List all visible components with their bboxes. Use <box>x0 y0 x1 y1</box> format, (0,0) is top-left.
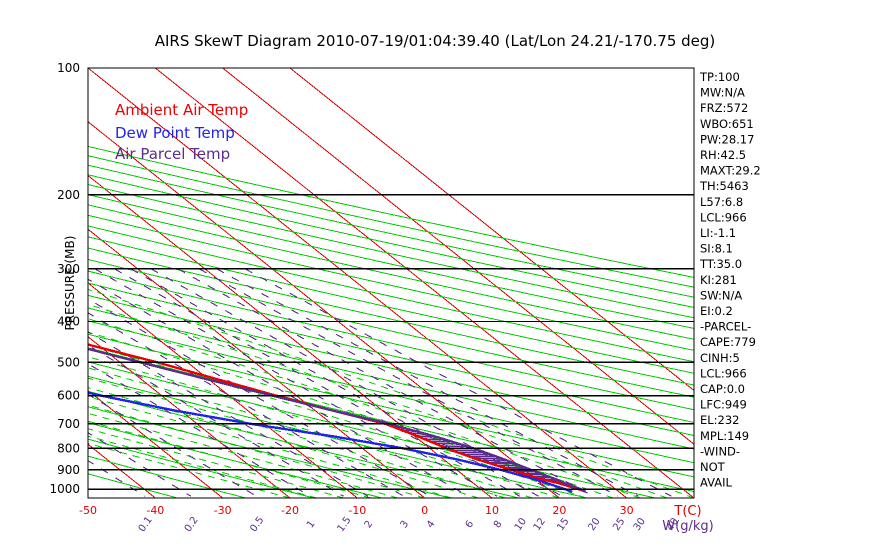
stat-item: CINH:5 <box>700 351 740 365</box>
mixing-ratio-axis-title: W(g/kg) <box>662 519 713 534</box>
bottom-temp-tick-20: 20 <box>552 504 566 517</box>
bottom-temp-tick-10: 10 <box>485 504 499 517</box>
stat-item: LFC:949 <box>700 398 747 412</box>
bottom-temp-tick--20: -20 <box>281 504 299 517</box>
stat-item: EI:0.2 <box>700 304 733 318</box>
pressure-tick-600: 600 <box>57 389 80 403</box>
pressure-tick-1000: 1000 <box>49 482 80 496</box>
isobar-gridlines <box>88 67 694 490</box>
pressure-tick-400: 400 <box>57 315 80 329</box>
mixing-ratio-tick-labels: 0.1 0.2 0.5 1 1.5 2 3 4 6 8 10 12 15 20 25 30 40 <box>137 515 681 534</box>
stat-item: TP:100 <box>699 70 740 84</box>
mixing-ratio-tick-6: 6 <box>464 519 477 531</box>
pressure-tick-300: 300 <box>57 262 80 276</box>
stat-item: -WIND- <box>700 444 740 458</box>
stat-item: PW:28.17 <box>700 132 754 146</box>
stat-item: SW:N/A <box>700 288 742 302</box>
stat-item: MPL:149 <box>700 429 749 443</box>
pressure-tick-labels: 100 200 300 400 500 600 700 800 900 1000 <box>49 61 94 496</box>
stat-item: TT:35.0 <box>699 257 742 271</box>
bottom-temp-tick--40: -40 <box>146 504 164 517</box>
mixing-ratio-tick-4: 4 <box>425 519 438 531</box>
stat-item: CAPE:779 <box>700 335 756 349</box>
stat-item: KI:281 <box>700 273 737 287</box>
pressure-tick-500: 500 <box>57 355 80 369</box>
bottom-temp-tick-30: 30 <box>620 504 634 517</box>
bottom-temp-tick-0: 0 <box>421 504 428 517</box>
legend-air-parcel-temp: Air Parcel Temp <box>115 145 230 163</box>
stat-item: LCL:966 <box>700 210 747 224</box>
stat-item: L57:6.8 <box>700 195 743 209</box>
stat-item: SI:8.1 <box>700 242 733 256</box>
mixing-ratio-tick-1: 1 <box>305 519 318 531</box>
temperature-axis-title: T(C) <box>673 504 701 519</box>
stat-item: LI:-1.1 <box>700 226 736 240</box>
mixing-ratio-tick-2: 2 <box>363 519 376 531</box>
stat-item: WBO:651 <box>700 117 754 131</box>
stat-item: FRZ:572 <box>700 101 748 115</box>
stat-item: EL:232 <box>700 413 740 427</box>
pressure-tick-800: 800 <box>57 441 80 455</box>
pressure-tick-200: 200 <box>57 188 80 202</box>
stat-item: LCL:966 <box>700 366 747 380</box>
stat-item: CAP:0.0 <box>700 382 745 396</box>
legend-dew-point-temp: Dew Point Temp <box>115 124 235 142</box>
pressure-axis-title: PRESSURE (MB) <box>63 236 77 331</box>
plot-interior <box>88 68 694 498</box>
stat-item: RH:42.5 <box>700 148 746 162</box>
stat-item: MAXT:29.2 <box>700 164 761 178</box>
bottom-temp-tick--10: -10 <box>348 504 366 517</box>
pressure-tick-900: 900 <box>57 463 80 477</box>
legend-ambient-air-temp: Ambient Air Temp <box>115 101 248 119</box>
pressure-tick-700: 700 <box>57 417 80 431</box>
stat-item: AVAIL <box>700 476 733 490</box>
stat-item: -PARCEL- <box>700 320 751 334</box>
stat-item: NOT <box>700 460 726 474</box>
bottom-temp-tick--50: -50 <box>79 504 97 517</box>
bottom-temperature-tick-labels: -50 -40 -30 -20 -10 0 10 20 30 <box>79 504 634 517</box>
chart-title: AIRS SkewT Diagram 2010-07-19/01:04:39.4… <box>155 32 716 50</box>
mixing-ratio-tick-3: 3 <box>399 519 412 531</box>
stat-item: MW:N/A <box>700 86 745 100</box>
stat-item: TH:5463 <box>699 179 749 193</box>
bottom-temp-tick--30: -30 <box>214 504 232 517</box>
pressure-tick-100: 100 <box>57 61 80 75</box>
plot-frame <box>87 67 695 499</box>
mixing-ratio-tick-8: 8 <box>492 519 505 531</box>
